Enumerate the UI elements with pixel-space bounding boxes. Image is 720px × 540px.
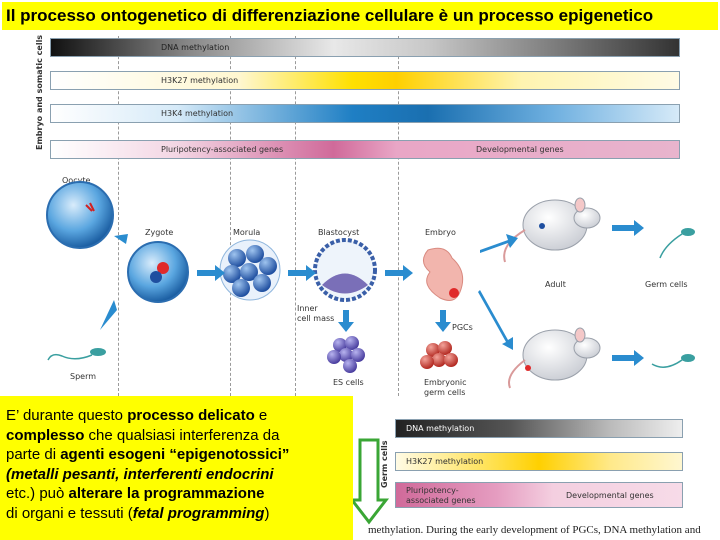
stage-label-oocyte: Oocyte bbox=[62, 176, 91, 185]
slide-title: Il processo ontogenetico di differenziaz… bbox=[2, 2, 718, 30]
developmental-genes-label: Developmental genes bbox=[476, 145, 564, 154]
stage-label-pgcs: PGCs bbox=[452, 323, 473, 332]
figure-caption-fragment: methylation. During the early developmen… bbox=[368, 524, 701, 536]
germ-h3k27-methylation-label: H3K27 methylation bbox=[406, 457, 484, 466]
callout-line-6: di organi e tessuti (fetal programming) bbox=[6, 504, 270, 522]
callout-line-5: etc.) può alterare la programmazione bbox=[6, 485, 265, 502]
germ-cell-sperm-top bbox=[659, 228, 695, 259]
arrow-sperm-to-zygote bbox=[100, 300, 117, 330]
stage-label-inner-cell-mass: Inner cell mass bbox=[297, 304, 334, 324]
stage-label-morula: Morula bbox=[233, 228, 261, 237]
arrow-embryo-to-adult-bottom bbox=[478, 290, 513, 350]
embryonic-germ-line2: germ cells bbox=[424, 388, 466, 397]
stage-divider bbox=[398, 36, 399, 396]
dna-methylation-bar: DNA methylation bbox=[50, 38, 680, 57]
arrow-zygote-to-morula bbox=[197, 265, 225, 281]
arrow-morula-to-blastocyst bbox=[288, 265, 316, 281]
h3k4-methylation-label: H3K4 methylation bbox=[161, 109, 234, 118]
germ-dna-methylation-bar: DNA methylation bbox=[395, 419, 683, 438]
embryonic-germ-cells-cluster bbox=[420, 341, 458, 369]
stage-label-blastocyst: Blastocyst bbox=[318, 228, 360, 237]
arrow-oocyte-to-zygote bbox=[114, 234, 128, 244]
germ-pluripotency-label-2: associated genes bbox=[406, 496, 476, 505]
stage-label-embryo: Embryo bbox=[425, 228, 456, 237]
stage-label-germ-cells: Germ cells bbox=[645, 280, 688, 289]
pluripotency-genes-label: Pluripotency-associated genes bbox=[161, 145, 284, 154]
stage-divider bbox=[295, 36, 296, 396]
h3k4-methylation-bar: H3K4 methylation bbox=[50, 104, 680, 123]
embryonic-germ-line1: Embryonic bbox=[424, 378, 467, 387]
morula-cluster bbox=[219, 239, 281, 301]
germ-dna-methylation-label: DNA methylation bbox=[406, 424, 475, 433]
germ-h3k27-methylation-bar: H3K27 methylation bbox=[395, 452, 683, 471]
germ-cell-sperm-bottom bbox=[651, 354, 695, 368]
arrow-adult-to-germ-bottom bbox=[612, 350, 644, 366]
arrow-pgcs-to-eg-cells bbox=[435, 310, 451, 332]
germ-developmental-genes-label: Developmental genes bbox=[566, 491, 654, 500]
h3k27-methylation-label: H3K27 methylation bbox=[161, 76, 239, 85]
inner-cell-mass-line1: Inner bbox=[297, 304, 318, 313]
es-cells-cluster bbox=[327, 336, 365, 373]
stage-label-sperm: Sperm bbox=[70, 372, 97, 381]
stage-label-es-cells: ES cells bbox=[333, 378, 364, 387]
epigenetic-callout: E’ durante questo processo delicato e co… bbox=[0, 396, 353, 540]
callout-line-4: (metalli pesanti, interferenti endocrini bbox=[6, 465, 274, 483]
green-callout-arrow bbox=[348, 438, 390, 525]
germ-pluripotency-label-1: Pluripotency- bbox=[406, 486, 459, 495]
adult-mouse-bottom bbox=[508, 327, 601, 389]
adult-mouse-top bbox=[503, 197, 601, 263]
genes-bar: Pluripotency-associated genes Developmen… bbox=[50, 140, 680, 159]
arrow-blastocyst-to-embryo bbox=[385, 265, 413, 281]
h3k27-methylation-bar: H3K27 methylation bbox=[50, 71, 680, 90]
stage-divider bbox=[118, 36, 119, 396]
callout-line-1: E’ durante questo processo delicato e bbox=[6, 407, 268, 424]
oocyte-cell bbox=[46, 181, 114, 249]
stage-label-embryonic-germ-cells: Embryonic germ cells bbox=[424, 378, 467, 398]
inner-cell-mass-line2: cell mass bbox=[297, 314, 335, 323]
germ-genes-bar: Pluripotency- associated genes Developme… bbox=[395, 482, 683, 508]
arrow-embryo-to-adult bbox=[480, 234, 518, 253]
stage-label-adult: Adult bbox=[545, 280, 566, 289]
callout-line-3: parte di agenti esogeni “epigenotossici” bbox=[6, 446, 290, 463]
callout-line-2: complesso che qualsiasi interferenza da bbox=[6, 426, 280, 444]
sperm-cell bbox=[47, 348, 106, 361]
stage-divider bbox=[230, 36, 231, 396]
arrow-icm-to-es-cells bbox=[338, 310, 354, 332]
zygote-cell bbox=[127, 241, 189, 303]
embryo-figure bbox=[423, 247, 464, 301]
dna-methylation-label: DNA methylation bbox=[161, 43, 230, 52]
flow-arrows bbox=[100, 220, 644, 366]
stage-label-zygote: Zygote bbox=[145, 228, 174, 237]
arrow-adult-to-germ-top bbox=[612, 220, 644, 236]
blastocyst bbox=[313, 238, 377, 302]
